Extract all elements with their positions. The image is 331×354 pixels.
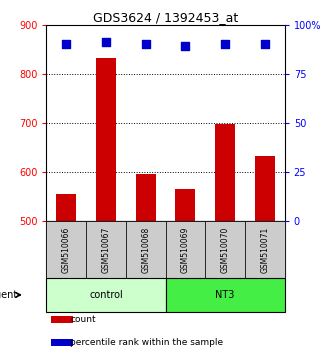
Point [183, 44, 188, 49]
FancyBboxPatch shape [46, 221, 86, 278]
Text: NT3: NT3 [215, 290, 235, 300]
Bar [175, 189, 195, 221]
Bar [51, 339, 72, 346]
Text: GSM510066: GSM510066 [62, 227, 71, 273]
Bar [56, 194, 76, 221]
Bar [255, 156, 275, 221]
FancyBboxPatch shape [166, 278, 285, 312]
Text: GSM510071: GSM510071 [260, 227, 269, 273]
FancyBboxPatch shape [126, 221, 166, 278]
FancyBboxPatch shape [46, 278, 166, 312]
Title: GDS3624 / 1392453_at: GDS3624 / 1392453_at [93, 11, 238, 24]
Text: count: count [70, 315, 96, 324]
Text: agent: agent [0, 290, 18, 300]
Text: GSM510070: GSM510070 [220, 227, 230, 273]
Point [222, 41, 228, 47]
Bar [51, 316, 72, 323]
Bar [215, 125, 235, 221]
Point [64, 41, 69, 47]
Text: GSM510067: GSM510067 [101, 227, 111, 273]
Point [103, 40, 109, 45]
FancyBboxPatch shape [86, 221, 126, 278]
Bar [136, 173, 156, 221]
Point [262, 41, 267, 47]
Bar [96, 58, 116, 221]
Text: GSM510068: GSM510068 [141, 227, 150, 273]
Text: GSM510069: GSM510069 [181, 227, 190, 273]
FancyBboxPatch shape [205, 221, 245, 278]
FancyBboxPatch shape [166, 221, 205, 278]
Text: percentile rank within the sample: percentile rank within the sample [70, 338, 223, 347]
FancyBboxPatch shape [245, 221, 285, 278]
Text: control: control [89, 290, 123, 300]
Point [143, 41, 148, 47]
